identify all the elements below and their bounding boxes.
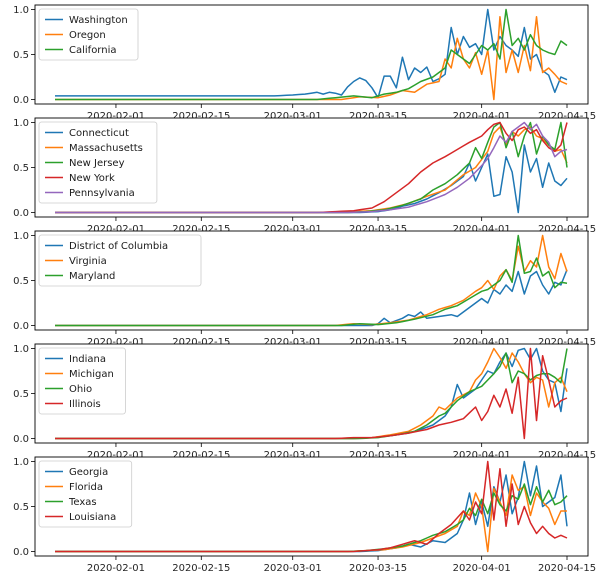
legend-label: Virginia xyxy=(69,256,107,267)
legend-label: Massachusetts xyxy=(69,143,143,154)
legend-label: Louisiana xyxy=(69,512,116,523)
legend-label: Illinois xyxy=(69,399,101,410)
y-tick-label: 0.0 xyxy=(13,434,29,445)
x-tick-label: 2020-04-01 xyxy=(453,563,511,574)
panel-4: 0.0 0.5 1.0 2020-02-01 2020-02-15 2020-03-01 2… xyxy=(13,343,596,461)
series-line-california xyxy=(55,8,568,101)
legend-label: Connecticut xyxy=(69,128,129,139)
x-tick-label: 2020-03-01 xyxy=(264,563,322,574)
x-tick-label: 2020-02-01 xyxy=(87,111,145,122)
legend-label: Georgia xyxy=(69,467,108,478)
legend-box xyxy=(38,8,139,61)
y-tick-label: 0.5 xyxy=(13,276,29,287)
x-tick-label: 2020-02-15 xyxy=(172,224,230,235)
legend-label: Texas xyxy=(68,497,97,508)
y-tick-label: 0.5 xyxy=(13,502,29,513)
y-tick-label: 1.0 xyxy=(13,457,29,468)
panel-2: 0.0 0.5 1.0 2020-02-01 2020-02-15 2020-03-01 2… xyxy=(13,117,596,235)
legend-box xyxy=(38,121,158,204)
x-tick-label: 2020-04-01 xyxy=(453,224,511,235)
x-tick-label: 2020-03-01 xyxy=(264,337,322,348)
series-line-illinois xyxy=(55,347,568,440)
series-line-louisiana xyxy=(55,460,568,553)
x-tick-label: 2020-02-01 xyxy=(87,563,145,574)
legend-label: Pennsylvania xyxy=(69,188,135,199)
x-tick-label: 2020-03-01 xyxy=(264,111,322,122)
x-tick-label: 2020-04-15 xyxy=(538,450,596,461)
x-tick-label: 2020-02-15 xyxy=(172,450,230,461)
panel-3: 0.0 0.5 1.0 2020-02-01 2020-02-15 2020-03-01 2… xyxy=(13,230,596,348)
legend-box xyxy=(38,460,133,528)
x-tick-label: 2020-02-15 xyxy=(172,337,230,348)
x-tick-label: 2020-02-15 xyxy=(172,563,230,574)
y-tick-label: 1.0 xyxy=(13,118,29,129)
x-tick-label: 2020-02-01 xyxy=(87,224,145,235)
x-tick-label: 2020-03-01 xyxy=(264,224,322,235)
x-tick-label: 2020-04-15 xyxy=(538,563,596,574)
series-line-pennsylvania xyxy=(55,121,568,214)
legend-label: Indiana xyxy=(69,354,106,365)
x-tick-label: 2020-03-01 xyxy=(264,450,322,461)
legend-label: District of Columbia xyxy=(69,241,168,252)
legend-label: Oregon xyxy=(69,30,106,41)
x-tick-label: 2020-04-01 xyxy=(453,450,511,461)
legend-label: Washington xyxy=(69,15,128,26)
x-tick-label: 2020-03-15 xyxy=(349,450,407,461)
x-tick-label: 2020-02-01 xyxy=(87,450,145,461)
series-line-maryland xyxy=(55,234,568,327)
legend-label: Maryland xyxy=(69,271,115,282)
y-tick-label: 1.0 xyxy=(13,231,29,242)
y-tick-label: 0.0 xyxy=(13,547,29,558)
x-tick-label: 2020-02-01 xyxy=(87,337,145,348)
y-tick-label: 1.0 xyxy=(13,5,29,16)
panel-1: 0.0 0.5 1.0 2020-02-01 2020-02-15 2020-03-01 2… xyxy=(13,4,596,122)
x-tick-label: 2020-04-15 xyxy=(538,337,596,348)
x-tick-label: 2020-03-15 xyxy=(349,563,407,574)
y-tick-label: 0.0 xyxy=(13,321,29,332)
x-tick-label: 2020-03-15 xyxy=(349,111,407,122)
x-tick-label: 2020-04-15 xyxy=(538,224,596,235)
legend-label: California xyxy=(69,45,117,56)
legend-box xyxy=(38,347,126,415)
legend-label: New York xyxy=(69,173,115,184)
legend-label: Florida xyxy=(69,482,103,493)
y-tick-label: 0.5 xyxy=(13,389,29,400)
y-tick-label: 1.0 xyxy=(13,344,29,355)
legend-box xyxy=(38,234,202,287)
legend-label: Michigan xyxy=(69,369,114,380)
series-line-washington xyxy=(55,8,568,99)
y-tick-label: 0.5 xyxy=(13,163,29,174)
y-tick-label: 0.0 xyxy=(13,95,29,106)
x-tick-label: 2020-03-15 xyxy=(349,224,407,235)
legend-label: New Jersey xyxy=(69,158,125,169)
x-tick-label: 2020-04-01 xyxy=(453,337,511,348)
plot-area xyxy=(34,343,589,444)
x-tick-label: 2020-02-15 xyxy=(172,111,230,122)
legend-label: Ohio xyxy=(69,384,92,395)
panel-5: 0.0 0.5 1.0 2020-02-01 2020-02-15 2020-03-01 2… xyxy=(13,456,596,574)
x-tick-label: 2020-04-15 xyxy=(538,111,596,122)
x-tick-label: 2020-03-15 xyxy=(349,337,407,348)
y-tick-label: 0.5 xyxy=(13,50,29,61)
y-tick-label: 0.0 xyxy=(13,208,29,219)
x-tick-label: 2020-04-01 xyxy=(453,111,511,122)
